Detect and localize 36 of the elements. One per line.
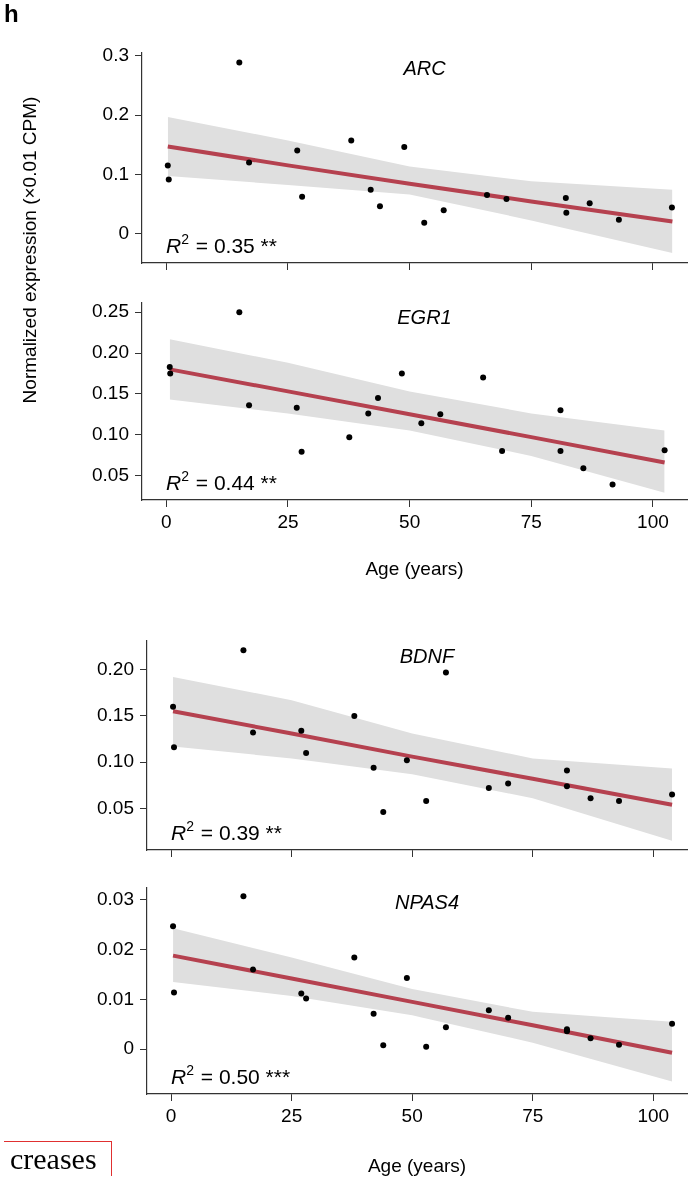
chart-title: BDNF — [399, 645, 456, 667]
x-tick-label: 100 — [637, 1104, 670, 1126]
x-axis-title: Age (years) — [367, 1154, 467, 1176]
y-tick-label: 0.03 — [97, 888, 134, 910]
x-tick-label: 0 — [165, 1104, 177, 1126]
y-tick-label: 0.05 — [97, 796, 134, 818]
y-tick-label: 0.15 — [92, 382, 129, 404]
y-tick-label: 0.2 — [102, 103, 129, 125]
x-axis-title: Age (years) — [365, 557, 464, 579]
x-tick-label: 75 — [520, 510, 542, 532]
y-tick-label: 0.1 — [102, 162, 129, 184]
y-tick-label: 0.10 — [92, 422, 129, 444]
y-tick-label: 0.05 — [92, 463, 129, 485]
x-tick-label: 50 — [401, 1104, 423, 1126]
y-tick-label: 0 — [118, 221, 129, 243]
y-tick-label: 0.25 — [92, 300, 129, 322]
y-tick-label: 0.20 — [92, 341, 129, 363]
text: h — [4, 0, 19, 28]
x-tick-label: 75 — [522, 1104, 544, 1126]
y-tick-label: 0.20 — [97, 657, 134, 679]
x-tick-label: 25 — [277, 510, 299, 532]
text: creases — [4, 1141, 112, 1176]
x-tick-label: 100 — [637, 510, 669, 532]
y-tick-label: 0.15 — [97, 704, 134, 726]
x-tick-label: 25 — [281, 1104, 303, 1126]
y-axis-title: Normalized expression (×0.01 CPM) — [19, 96, 41, 404]
y-tick-label: 0.01 — [97, 987, 134, 1009]
chart-title: ARC — [402, 57, 447, 79]
y-tick-label: 0.02 — [97, 937, 134, 959]
x-tick-label: 0 — [161, 510, 172, 532]
y-tick-label: 0 — [123, 1037, 134, 1059]
y-tick-label: 0.10 — [97, 750, 134, 772]
chart-title: EGR1 — [397, 306, 452, 329]
chart-title: NPAS4 — [394, 891, 460, 914]
x-tick-label: 50 — [399, 510, 421, 532]
y-tick-label: 0.3 — [102, 44, 129, 66]
